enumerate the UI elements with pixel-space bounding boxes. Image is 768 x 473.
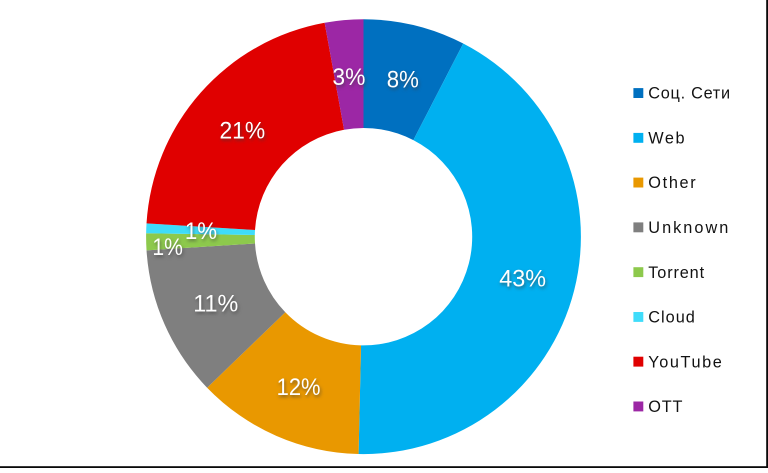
svg-text:3%: 3% (332, 64, 365, 91)
svg-text:1%: 1% (185, 218, 217, 245)
svg-text:Соц. Сети: Соц. Сети (648, 85, 730, 103)
svg-text:8%: 8% (387, 67, 419, 94)
svg-text:Web: Web (648, 130, 684, 148)
svg-text:21%: 21% (219, 118, 265, 145)
svg-text:YouTube: YouTube (648, 353, 722, 371)
svg-text:12%: 12% (277, 374, 321, 401)
svg-text:Torrent: Torrent (648, 264, 704, 282)
svg-text:1%: 1% (152, 234, 183, 261)
svg-text:Other: Other (648, 174, 696, 192)
svg-text:Unknown: Unknown (648, 219, 728, 237)
svg-text:43%: 43% (499, 266, 546, 293)
svg-text:OTT: OTT (648, 398, 682, 416)
svg-text:Cloud: Cloud (648, 309, 695, 327)
svg-text:11%: 11% (193, 291, 238, 318)
